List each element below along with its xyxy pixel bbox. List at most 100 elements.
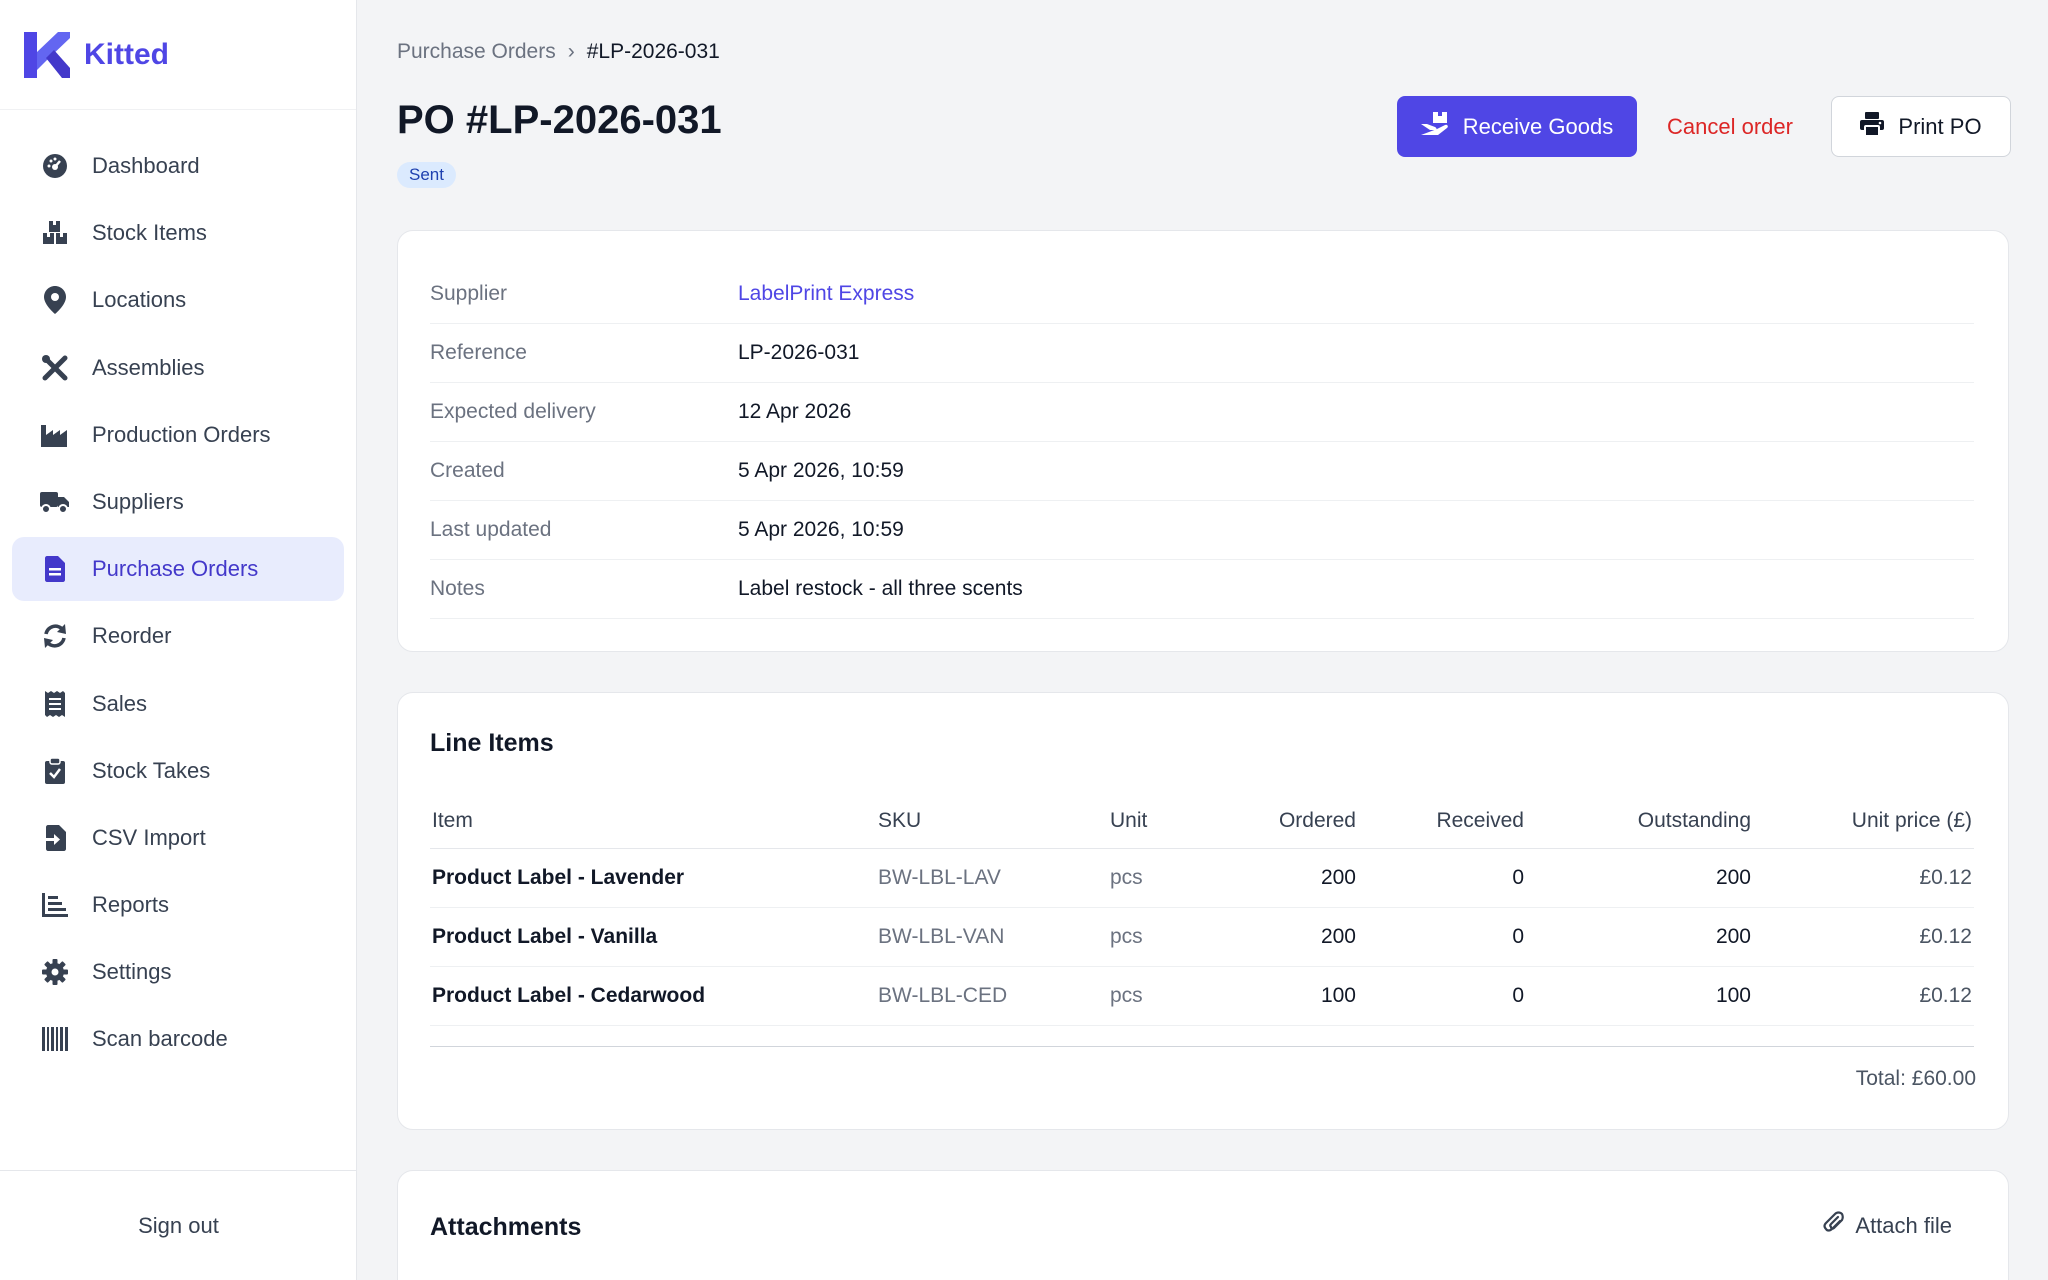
hand-holding-box-icon (1420, 111, 1451, 142)
attachments-card: Attachments Attach file (397, 1170, 2009, 1280)
cell-outstanding: 200 (1715, 925, 1751, 948)
sidebar-item-scan-barcode[interactable]: Scan barcode (12, 1007, 344, 1071)
sidebar-item-reorder[interactable]: Reorder (12, 604, 344, 668)
cell-ordered: 200 (1320, 866, 1356, 889)
brand-name: Kitted (84, 37, 169, 71)
sidebar-item-reports[interactable]: Reports (12, 873, 344, 937)
print-po-button[interactable]: Print PO (1831, 96, 2011, 157)
cell-item: Product Label - Vanilla (432, 925, 658, 948)
sidebar-item-locations[interactable]: Locations (12, 268, 344, 332)
breadcrumb-separator: › (567, 40, 575, 63)
attachments-title: Attachments (430, 1213, 582, 1241)
sidebar-item-label: Locations (92, 287, 187, 313)
po-details-card: Supplier LabelPrint Express Reference LP… (397, 230, 2009, 652)
detail-label: Supplier (430, 282, 508, 305)
factory-icon (40, 420, 70, 450)
receipt-icon (40, 689, 70, 719)
cell-item: Product Label - Cedarwood (432, 984, 706, 1007)
sidebar-item-sales[interactable]: Sales (12, 672, 344, 736)
line-items-title: Line Items (430, 729, 554, 757)
breadcrumb-parent-link[interactable]: Purchase Orders (397, 40, 556, 63)
sign-out-button[interactable]: Sign out (0, 1170, 357, 1280)
detail-row-notes: Notes Label restock - all three scents (430, 560, 1974, 619)
sidebar: Kitted Dashboard Stock Items Locations A… (0, 0, 357, 1280)
cell-received: 0 (1512, 984, 1524, 1007)
detail-value: 5 Apr 2026, 10:59 (738, 459, 904, 482)
cell-sku: BW-LBL-CED (878, 984, 1008, 1007)
cell-received: 0 (1512, 925, 1524, 948)
paperclip-icon (1823, 1211, 1845, 1241)
column-header-received: Received (1436, 808, 1524, 832)
sidebar-item-label: Scan barcode (92, 1026, 228, 1052)
sidebar-item-purchase-orders[interactable]: Purchase Orders (12, 537, 344, 602)
sidebar-item-csv-import[interactable]: CSV Import (12, 806, 344, 870)
supplier-link[interactable]: LabelPrint Express (738, 282, 915, 305)
sidebar-item-label: Purchase Orders (92, 556, 259, 582)
cell-ordered: 100 (1320, 984, 1356, 1007)
cell-outstanding: 100 (1715, 984, 1751, 1007)
cell-outstanding: 200 (1715, 866, 1751, 889)
cell-sku: BW-LBL-VAN (878, 925, 1005, 948)
cell-unit: pcs (1110, 866, 1143, 889)
cancel-order-button[interactable]: Cancel order (1667, 113, 1793, 139)
sidebar-item-label: Sales (92, 690, 148, 716)
detail-label: Expected delivery (430, 400, 596, 423)
detail-value: LP-2026-031 (738, 341, 860, 364)
print-po-label: Print PO (1898, 113, 1982, 139)
cell-ordered: 200 (1320, 925, 1356, 948)
sidebar-item-label: CSV Import (92, 824, 206, 850)
receive-goods-label: Receive Goods (1462, 113, 1614, 139)
table-header: Item SKU Unit Ordered Received Outstandi… (430, 793, 1974, 849)
detail-row-reference: Reference LP-2026-031 (430, 324, 1974, 383)
table-row: Product Label - Cedarwood BW-LBL-CED pcs… (430, 967, 1974, 1026)
sidebar-item-dashboard[interactable]: Dashboard (12, 134, 344, 198)
sidebar-item-label: Suppliers (92, 488, 184, 514)
sidebar-item-label: Production Orders (92, 421, 271, 447)
column-header-unit: Unit (1110, 808, 1148, 832)
detail-value: Label restock - all three scents (738, 577, 1023, 600)
cell-unit-price: £0.12 (1919, 866, 1972, 889)
page-title: PO #LP-2026-031 (397, 98, 722, 142)
sidebar-item-production-orders[interactable]: Production Orders (12, 403, 344, 467)
map-pin-icon (40, 285, 70, 315)
detail-row-created: Created 5 Apr 2026, 10:59 (430, 442, 1974, 501)
attach-file-button[interactable]: Attach file (1823, 1211, 1952, 1241)
cell-item: Product Label - Lavender (432, 866, 685, 889)
printer-icon (1860, 111, 1885, 142)
cell-sku: BW-LBL-LAV (878, 866, 1001, 889)
sidebar-item-stock-items[interactable]: Stock Items (12, 201, 344, 265)
breadcrumb-current: #LP-2026-031 (586, 40, 720, 63)
sidebar-nav: Dashboard Stock Items Locations Assembli… (12, 134, 344, 1075)
sidebar-item-label: Dashboard (92, 153, 200, 178)
attach-file-label: Attach file (1855, 1213, 1952, 1238)
gear-icon (40, 957, 70, 987)
detail-row-supplier: Supplier LabelPrint Express (430, 265, 1974, 324)
detail-row-last-updated: Last updated 5 Apr 2026, 10:59 (430, 501, 1974, 560)
sidebar-item-label: Settings (92, 959, 172, 985)
column-header-outstanding: Outstanding (1637, 808, 1751, 832)
boxes-icon (40, 218, 70, 248)
main-content: Purchase Orders › #LP-2026-031 PO #LP-20… (357, 0, 2048, 1280)
sidebar-item-suppliers[interactable]: Suppliers (12, 470, 344, 534)
sidebar-item-settings[interactable]: Settings (12, 940, 344, 1004)
breadcrumb: Purchase Orders › #LP-2026-031 (397, 40, 720, 64)
column-header-unit-price: Unit price (£) (1851, 808, 1972, 832)
sidebar-item-label: Assemblies (92, 354, 205, 380)
receive-goods-button[interactable]: Receive Goods (1397, 96, 1637, 157)
detail-label: Last updated (430, 518, 552, 541)
sidebar-item-label: Reports (92, 892, 170, 918)
clipboard-check-icon (40, 756, 70, 786)
cell-unit-price: £0.12 (1919, 984, 1972, 1007)
brand[interactable]: Kitted (0, 0, 356, 110)
cell-unit: pcs (1110, 925, 1143, 948)
column-header-sku: SKU (878, 808, 922, 832)
table-row: Product Label - Vanilla BW-LBL-VAN pcs 2… (430, 908, 1974, 967)
sidebar-item-stock-takes[interactable]: Stock Takes (12, 739, 344, 803)
detail-label: Notes (430, 577, 485, 600)
sidebar-item-assemblies[interactable]: Assemblies (12, 336, 344, 400)
column-header-ordered: Ordered (1278, 808, 1356, 832)
line-items-card: Line Items Item SKU Unit Ordered Receive… (397, 692, 2009, 1130)
sidebar-item-label: Stock Items (92, 220, 207, 246)
detail-label: Created (430, 459, 505, 482)
line-items-table: Item SKU Unit Ordered Received Outstandi… (430, 793, 1974, 1026)
